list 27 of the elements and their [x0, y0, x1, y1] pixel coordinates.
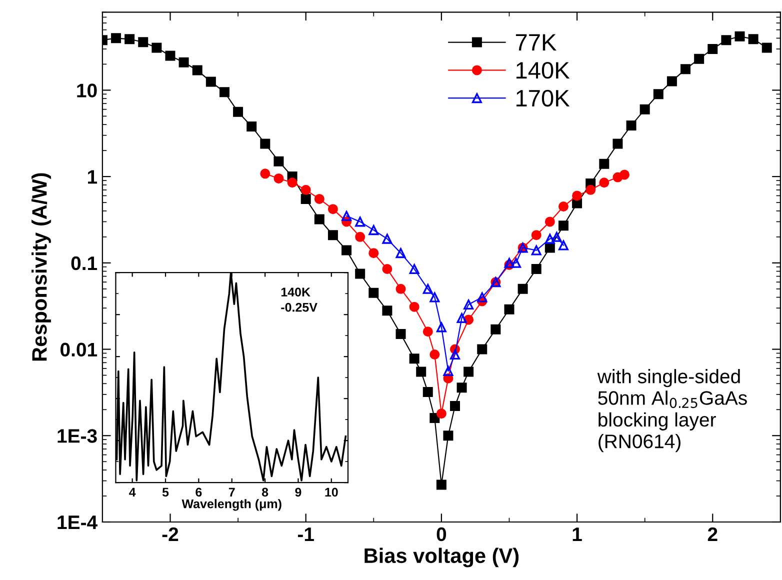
- annotation: -0.25V: [281, 302, 318, 312]
- x-tick-label: -2: [162, 527, 178, 541]
- annotation: 140K: [281, 288, 310, 296]
- x-tick-label: -1: [298, 528, 314, 541]
- legend-label: 77K: [516, 34, 556, 51]
- x-tick-label: 0: [436, 527, 446, 542]
- y-tick-label: 1: [88, 170, 98, 184]
- x-tick-label: 6: [196, 488, 202, 497]
- legend-label: 140K: [516, 62, 570, 79]
- x-tick-label: 10: [325, 488, 338, 497]
- y-tick-label: 10: [77, 84, 97, 98]
- x-tick-label: 2: [708, 527, 718, 541]
- y-tick-label: 0.01: [60, 342, 98, 357]
- y-tick-label: 1E-3: [58, 429, 97, 443]
- annotation: with single-sided 50nm Al$_{0.25}$GaAs blocking layer (RN0614): [597, 369, 747, 452]
- legend-label: 170K: [516, 90, 570, 107]
- x-axis-title: Wavelength (μm): [182, 499, 282, 511]
- y-axis-title: Responsivity (A/W): [32, 173, 51, 361]
- x-axis-title: Bias voltage (V): [364, 548, 519, 568]
- x-tick-label: 1: [572, 528, 582, 541]
- x-tick-label: 8: [262, 488, 268, 497]
- x-tick-label: 7: [228, 488, 235, 496]
- y-tick-label: 0.1: [71, 256, 98, 270]
- x-tick-label: 9: [295, 488, 302, 497]
- x-tick-label: 4: [129, 488, 136, 496]
- y-tick-label: 1E-4: [58, 516, 98, 530]
- x-tick-label: 5: [162, 488, 169, 497]
